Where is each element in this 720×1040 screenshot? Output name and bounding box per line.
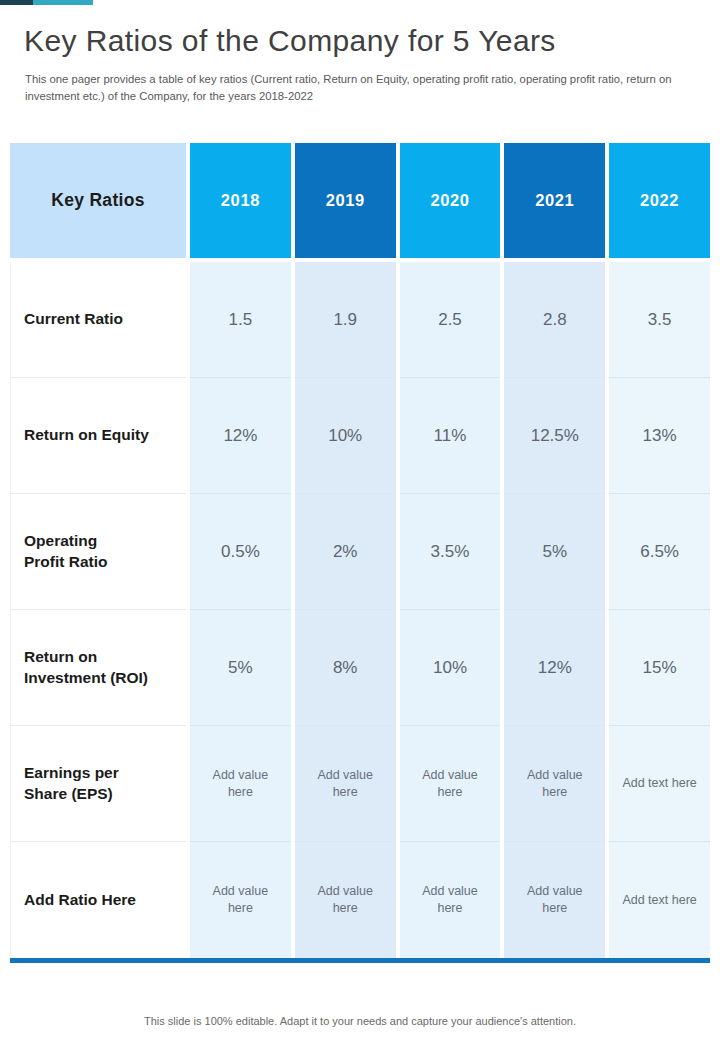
cell-add-ratio-2018-placeholder: Add value here	[190, 842, 291, 958]
row-label-operating-profit-ratio: OperatingProfit Ratio	[10, 494, 186, 610]
key-ratios-table: Key Ratios 2018 2019 2020 2021 2022 Curr…	[10, 143, 710, 963]
cell-add-ratio-2021-placeholder: Add value here	[504, 842, 605, 958]
cell-add-ratio-2020-placeholder: Add value here	[400, 842, 501, 958]
cell-roi-2022: 15%	[609, 610, 710, 726]
row-label-add-ratio: Add Ratio Here	[10, 842, 186, 958]
row-label-roi: Return onInvestment (ROI)	[10, 610, 186, 726]
table-body: Current Ratio 1.5 1.9 2.5 2.8 3.5 Return…	[10, 262, 710, 958]
footer-note: This slide is 100% editable. Adapt it to…	[0, 1015, 720, 1027]
cell-roi-2020: 10%	[400, 610, 501, 726]
row-label-eps: Earnings perShare (EPS)	[10, 726, 186, 842]
cell-current-ratio-2020: 2.5	[400, 262, 501, 378]
year-header-2022: 2022	[609, 143, 710, 258]
row-label-return-on-equity: Return on Equity	[10, 378, 186, 494]
cell-opr-2019: 2%	[295, 494, 396, 610]
cell-eps-2020-placeholder: Add value here	[400, 726, 501, 842]
table-bottom-accent-bar	[10, 958, 710, 963]
cell-add-ratio-2022-placeholder: Add text here	[609, 842, 710, 958]
year-header-2018: 2018	[190, 143, 291, 258]
table-corner-header: Key Ratios	[10, 143, 186, 258]
cell-roe-2020: 11%	[400, 378, 501, 494]
cell-eps-2019-placeholder: Add value here	[295, 726, 396, 842]
cell-current-ratio-2019: 1.9	[295, 262, 396, 378]
cell-opr-2018: 0.5%	[190, 494, 291, 610]
year-header-2020: 2020	[400, 143, 501, 258]
year-header-2019: 2019	[295, 143, 396, 258]
cell-opr-2021: 5%	[504, 494, 605, 610]
cell-roi-2019: 8%	[295, 610, 396, 726]
year-header-2021: 2021	[504, 143, 605, 258]
cell-roi-2021: 12%	[504, 610, 605, 726]
page-subtitle: This one pager provides a table of key r…	[25, 71, 675, 105]
cell-current-ratio-2018: 1.5	[190, 262, 291, 378]
cell-eps-2022-placeholder: Add text here	[609, 726, 710, 842]
cell-roe-2019: 10%	[295, 378, 396, 494]
cell-opr-2020: 3.5%	[400, 494, 501, 610]
page-title: Key Ratios of the Company for 5 Years	[24, 24, 556, 58]
cell-current-ratio-2022: 3.5	[609, 262, 710, 378]
cell-eps-2018-placeholder: Add value here	[190, 726, 291, 842]
cell-eps-2021-placeholder: Add value here	[504, 726, 605, 842]
cell-current-ratio-2021: 2.8	[504, 262, 605, 378]
cell-roe-2018: 12%	[190, 378, 291, 494]
row-label-current-ratio: Current Ratio	[10, 262, 186, 378]
cell-roe-2021: 12.5%	[504, 378, 605, 494]
accent-bar-dark	[0, 0, 33, 5]
cell-roi-2018: 5%	[190, 610, 291, 726]
cell-add-ratio-2019-placeholder: Add value here	[295, 842, 396, 958]
cell-roe-2022: 13%	[609, 378, 710, 494]
table-header-row: Key Ratios 2018 2019 2020 2021 2022	[10, 143, 710, 258]
accent-bar-teal	[33, 0, 93, 5]
cell-opr-2022: 6.5%	[609, 494, 710, 610]
